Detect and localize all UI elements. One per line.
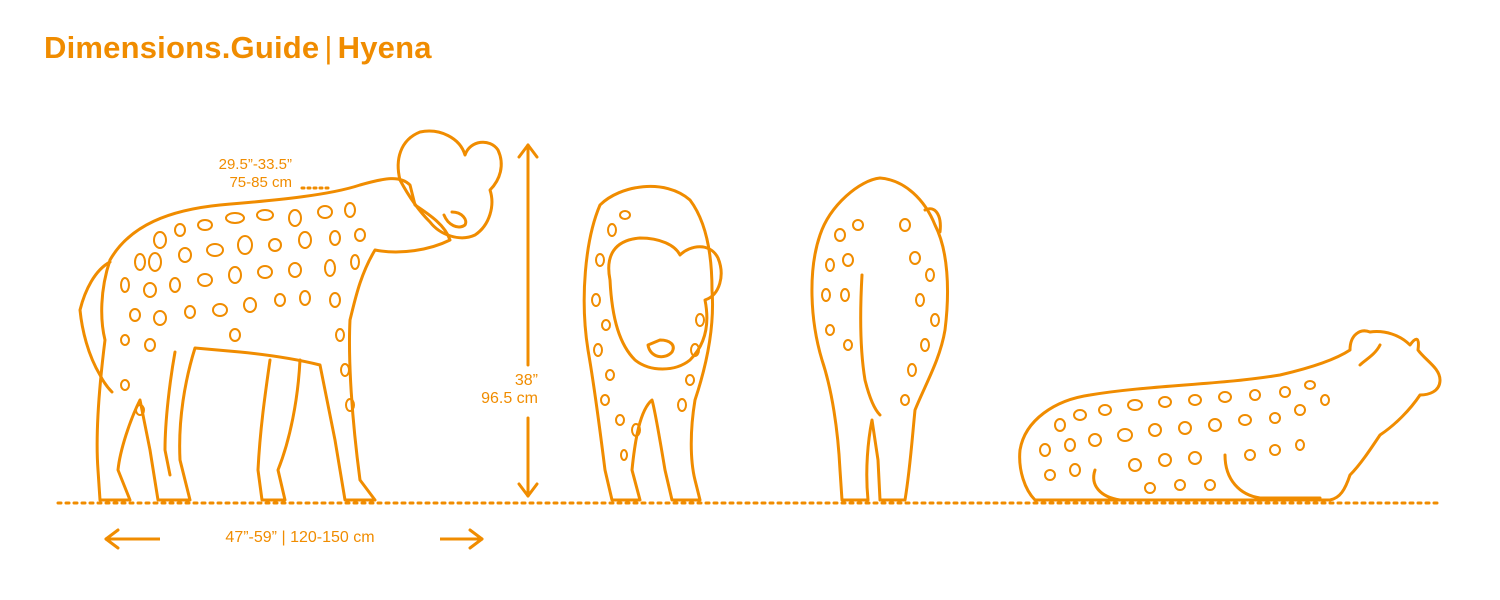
height-imperial: 38” bbox=[514, 372, 538, 389]
shoulder-height-label: 29.5”-33.5” 75-85 cm bbox=[196, 156, 292, 192]
page-title: Dimensions.Guide | Hyena bbox=[44, 30, 432, 66]
length-metric: 120-150 cm bbox=[290, 529, 375, 546]
length-separator: | bbox=[281, 529, 286, 546]
hyena-front-view bbox=[582, 184, 723, 502]
hyena-lying-view bbox=[1018, 329, 1442, 502]
length-label: 47”-59” | 120-150 cm bbox=[160, 529, 440, 547]
shoulder-height-metric: 75-85 cm bbox=[229, 174, 292, 191]
height-arrow bbox=[517, 143, 539, 498]
height-label: 38” 96.5 cm bbox=[446, 372, 538, 408]
brand-name: Dimensions.Guide bbox=[44, 30, 320, 65]
hyena-side-view bbox=[78, 129, 503, 502]
title-separator: | bbox=[324, 30, 333, 65]
height-metric: 96.5 cm bbox=[481, 390, 538, 407]
subject-name: Hyena bbox=[337, 30, 432, 65]
length-arrow bbox=[104, 528, 484, 550]
shoulder-height-imperial: 29.5”-33.5” bbox=[218, 156, 292, 173]
hyena-rear-view bbox=[810, 176, 949, 502]
length-imperial: 47”-59” bbox=[225, 529, 277, 546]
